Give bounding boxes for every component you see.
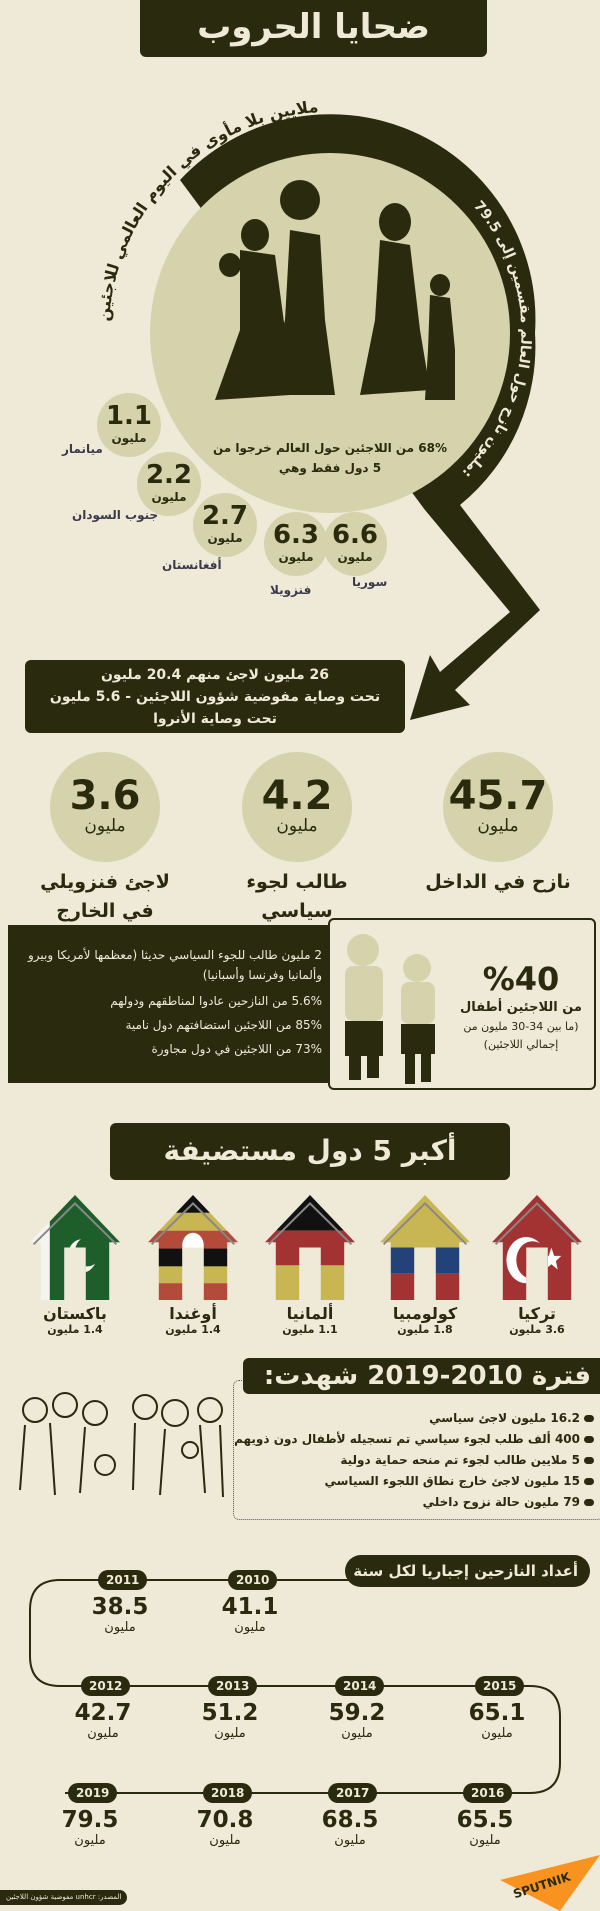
year-badge-2012: 2012: [81, 1676, 131, 1696]
children-line: (ما بين 34-30 مليون من: [463, 1020, 579, 1033]
fact-item: 73% من اللاجئين في دول مجاورة: [151, 1042, 322, 1056]
host-name: باكستان: [43, 1304, 107, 1323]
circle-text-line: 5 دول فقط وهي: [278, 461, 382, 475]
origin-label: فنزويلا: [270, 583, 312, 597]
year-value-2014: 59.2 مليون: [328, 1700, 386, 1741]
circle-text: 68% من اللاجئين حول العالم خرجوا من 5 دو…: [200, 438, 460, 478]
host-value: 1.4 مليون: [47, 1323, 103, 1336]
pakistan-flag-house-icon: [30, 1195, 120, 1300]
timeline-path: [29, 1579, 561, 1794]
category-label: نازح في الداخل: [425, 871, 571, 893]
origin-bubble-myanmar: 1.1 مليون: [97, 393, 161, 457]
refugee-circle-graphic: ملايين بلا مأوى في اليوم العالمي للاجئين…: [94, 97, 540, 720]
host-name: كولومبيا: [392, 1304, 458, 1323]
category-label: لاجئ فنزويلي في الخارج: [40, 871, 170, 922]
facts-box: 2 مليون طالب للجوء السياسي حديثا (معظمها…: [8, 925, 330, 1083]
year-value-2017: 68.5 مليون: [321, 1807, 379, 1848]
period-item: 16.2 مليون لاجئ سياسي: [234, 1408, 594, 1429]
origin-bubble-south-sudan: 2.2 مليون: [137, 452, 201, 516]
year-value-2015: 65.1 مليون: [468, 1700, 526, 1741]
year-badge-2018: 2018: [203, 1783, 253, 1803]
host-name: ألمانيا: [286, 1304, 334, 1323]
origin-label: جنوب السودان: [72, 508, 159, 522]
children-line: إجمالي اللاجئين): [483, 1038, 559, 1051]
host-value: 1.8 مليون: [397, 1323, 453, 1336]
year-badge-2016: 2016: [463, 1783, 513, 1803]
category-bubble-venezuelan-abroad: 3.6 مليون: [50, 752, 160, 862]
host-name: تركيا: [518, 1304, 556, 1323]
host-name: أوغندا: [169, 1304, 217, 1323]
year-badge-2013: 2013: [208, 1676, 258, 1696]
light-circle: [150, 153, 510, 513]
children-box: %40 من اللاجئين أطفال (ما بين 34-30 مليو…: [328, 918, 596, 1090]
year-value-2018: 70.8 مليون: [196, 1807, 254, 1848]
sputnik-logo: SPUTNIK: [500, 1855, 600, 1911]
year-value-2013: 51.2 مليون: [201, 1700, 259, 1741]
refugees-box: 26 مليون لاجئ منهم 20.4 مليون تحت وصاية …: [25, 660, 405, 733]
colombia-flag-house-icon: [380, 1195, 470, 1300]
category-bubble-internally-displaced: 45.7 مليون: [443, 752, 553, 862]
year-badge-2017: 2017: [328, 1783, 378, 1803]
period-title: فترة 2010-2019 شهدت:: [243, 1358, 600, 1394]
period-item: 79 مليون حالة نزوح داخلي: [234, 1492, 594, 1513]
year-badge-2019: 2019: [68, 1783, 118, 1803]
host-value: 3.6 مليون: [509, 1323, 565, 1336]
origin-bubble-venezuela: 6.3 مليون: [264, 512, 328, 576]
year-value-2011: 38.5 مليون: [91, 1594, 149, 1635]
year-badge-2014: 2014: [335, 1676, 385, 1696]
origin-bubble-afghanistan: 2.7 مليون: [193, 493, 257, 557]
year-value-2019: 79.5 مليون: [61, 1807, 119, 1848]
year-badge-2010: 2010: [228, 1570, 278, 1590]
turkey-flag-house-icon: [492, 1195, 582, 1300]
origin-label: أفغانستان: [162, 558, 222, 572]
page-title: ضحايا الحروب والاضطهاد: [140, 0, 487, 102]
uganda-flag-house-icon: [148, 1195, 238, 1300]
children-percent: %40: [482, 960, 560, 998]
year-value-2016: 65.5 مليون: [456, 1807, 514, 1848]
source-badge: المصدر: unhcr مفوضية شؤون اللاجئين: [0, 1890, 128, 1905]
refugees-line: تحت وصاية الأنروا: [153, 711, 277, 727]
refugees-line: 26 مليون لاجئ منهم 20.4 مليون: [100, 667, 329, 683]
origin-label: ميانمار: [62, 442, 103, 456]
period-list: 16.2 مليون لاجئ سياسي 400 ألف طلب لجوء س…: [234, 1408, 594, 1513]
period-item: 15 مليون لاجئ خارج نطاق اللجوء السياسي: [234, 1471, 594, 1492]
germany-flag-house-icon: [265, 1195, 355, 1300]
host-country-turkey: تركيا 3.6 مليون: [492, 1195, 582, 1336]
host-country-uganda: أوغندا 1.4 مليون: [148, 1195, 238, 1336]
host-country-pakistan: باكستان 1.4 مليون: [30, 1195, 120, 1336]
family-silhouette-icon: [215, 180, 455, 400]
year-badge-2011: 2011: [98, 1570, 148, 1590]
hosts-title: أكبر 5 دول مستضيفة للاجئين: [110, 1123, 510, 1222]
host-value: 1.1 مليون: [282, 1323, 338, 1336]
fact-item: 5.6% من النازحين عادوا لمناطقهم ودولهم: [110, 994, 322, 1008]
host-country-germany: ألمانيا 1.1 مليون: [265, 1195, 355, 1336]
timeline-title: أعداد النازحين إجباريا لكل سنة: [345, 1555, 590, 1587]
children-silhouette-icon: [345, 934, 435, 1084]
category-bubble-asylum-seekers: 4.2 مليون: [242, 752, 352, 862]
refugees-line: تحت وصاية مفوضية شؤون اللاجئين - 5.6 ملي…: [49, 689, 381, 705]
host-country-colombia: كولومبيا 1.8 مليون: [380, 1195, 470, 1336]
period-item: 400 ألف طلب لجوء سياسي تم تسجيله لأطفال …: [234, 1429, 594, 1450]
year-badge-2015: 2015: [475, 1676, 525, 1696]
origin-label: سوريا: [352, 575, 388, 589]
period-item: 5 ملايين طالب لجوء تم منحه حماية دولية: [234, 1450, 594, 1471]
circle-text-line: 68% من اللاجئين حول العالم خرجوا من: [212, 441, 448, 455]
fact-item: 85% من اللاجئين استضافتهم دول نامية: [125, 1018, 322, 1032]
host-value: 1.4 مليون: [165, 1323, 221, 1336]
year-value-2010: 41.1 مليون: [221, 1594, 279, 1635]
fact-item: 2 مليون طالب للجوء السياسي حديثا (معظمها…: [28, 948, 322, 982]
refugees-crowd-illustration: [19, 1392, 224, 1498]
year-value-2012: 42.7 مليون: [74, 1700, 132, 1741]
category-label: طالب لجوء سياسي: [246, 871, 348, 922]
children-line: من اللاجئين أطفال: [460, 1000, 582, 1015]
origin-bubble-syria: 6.6 مليون: [323, 512, 387, 576]
